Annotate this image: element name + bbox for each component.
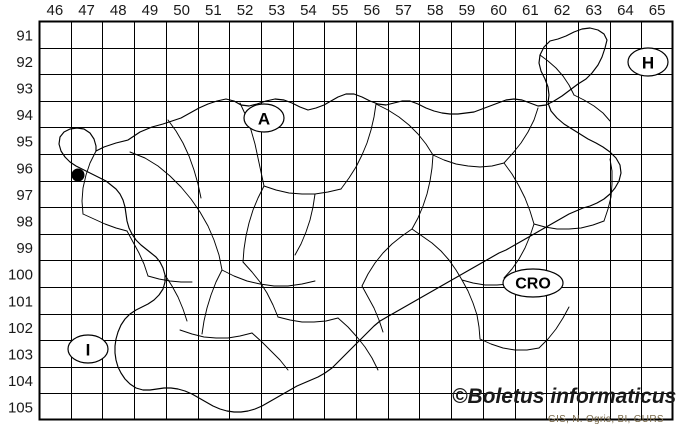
row-label: 99: [16, 240, 33, 257]
country-label-ellipse: [243, 103, 285, 133]
column-label: 53: [268, 2, 285, 19]
national-border: [58, 27, 622, 413]
row-label: 104: [8, 373, 33, 390]
country-label-ellipse: [627, 47, 669, 77]
copyright-text: ©Boletus informaticus: [452, 385, 677, 408]
country-label-text: H: [642, 54, 654, 73]
row-label: 105: [8, 400, 33, 417]
country-label-h: H: [627, 47, 669, 77]
row-label: 103: [8, 347, 33, 364]
column-label: 59: [459, 2, 476, 19]
row-label: 93: [16, 81, 33, 98]
country-label-i: I: [67, 334, 109, 364]
column-label: 52: [237, 2, 254, 19]
row-label: 102: [8, 320, 33, 337]
column-label: 47: [78, 2, 95, 19]
column-label: 50: [173, 2, 190, 19]
column-label: 65: [649, 2, 666, 19]
row-label: 94: [16, 107, 33, 124]
row-label: 96: [16, 160, 33, 177]
column-label: 49: [142, 2, 159, 19]
column-label: 48: [110, 2, 127, 19]
column-label: 51: [205, 2, 222, 19]
country-label-ellipse: [502, 268, 564, 298]
country-labels: A H I CRO: [67, 47, 669, 364]
column-label: 56: [364, 2, 381, 19]
occurrence-records: [71, 168, 85, 182]
column-label: 63: [585, 2, 602, 19]
column-label: 57: [395, 2, 412, 19]
coordinate-grid: [38, 20, 674, 421]
row-label: 92: [16, 54, 33, 71]
country-label-cro: CRO: [502, 268, 564, 298]
grid-frame: [38, 20, 674, 421]
column-label: 62: [554, 2, 571, 19]
country-label-text: A: [258, 110, 270, 129]
row-label: 95: [16, 134, 33, 151]
slovenia-outline: [58, 27, 622, 413]
occurrence-dot: [71, 168, 85, 182]
column-label: 54: [300, 2, 317, 19]
row-label: 101: [8, 293, 33, 310]
country-label-text: I: [86, 341, 91, 360]
row-label: 98: [16, 214, 33, 231]
column-label: 46: [47, 2, 64, 19]
column-label: 61: [522, 2, 539, 19]
column-label: 64: [617, 2, 634, 19]
attribution-text: GIS, N. Ogris, BI, GURS: [548, 414, 664, 425]
column-label: 58: [427, 2, 444, 19]
row-labels: 91 92 93 94 95 96 97 98 99 100 101 102 103 104 105: [8, 27, 33, 416]
country-label-a: A: [243, 103, 285, 133]
row-label: 91: [16, 27, 33, 44]
column-labels: 46 47 48 49 50 51 52 53 54 55 56 57 58 59 60 61 62 63 64 65: [47, 2, 666, 19]
row-label: 97: [16, 187, 33, 204]
country-label-ellipse: [67, 334, 109, 364]
column-label: 55: [332, 2, 349, 19]
row-label: 100: [8, 267, 33, 284]
internal-boundaries: [81, 54, 613, 371]
column-label: 60: [490, 2, 507, 19]
country-label-text: CRO: [515, 276, 551, 293]
